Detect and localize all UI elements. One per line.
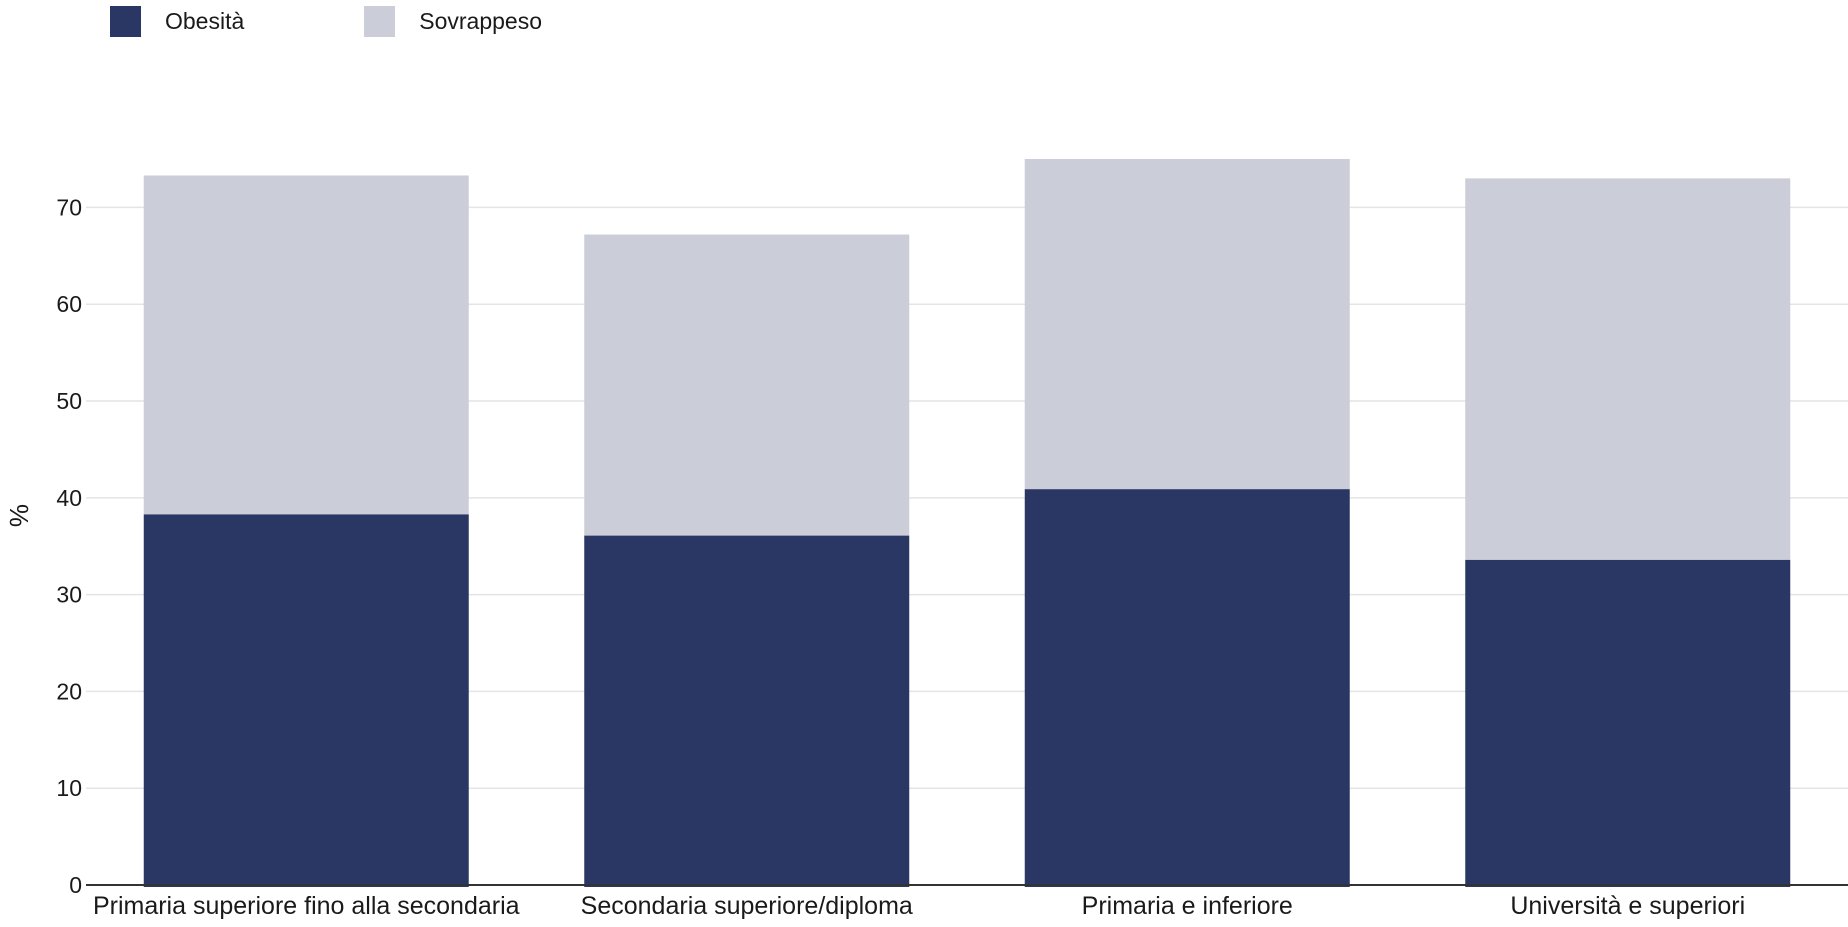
bar-sovrappeso-0[interactable] bbox=[143, 175, 469, 515]
y-axis: 0 10 20 30 40 50 60 70 bbox=[56, 194, 82, 898]
y-tick-label: 20 bbox=[56, 678, 82, 704]
y-tick-label: 0 bbox=[69, 872, 82, 898]
legend-swatch-sovrappeso bbox=[364, 6, 396, 37]
y-tick-label: 40 bbox=[56, 485, 82, 511]
y-tick-label: 10 bbox=[56, 775, 82, 801]
bar-sovrappeso-2[interactable] bbox=[1024, 159, 1350, 490]
x-category-label: Università e superiori bbox=[1510, 892, 1745, 920]
bar-obesita-3[interactable] bbox=[1465, 559, 1791, 887]
y-tick-label: 70 bbox=[56, 194, 82, 220]
x-category-label: Secondaria superiore/diploma bbox=[581, 892, 913, 920]
legend-item-obesita[interactable]: Obesità bbox=[110, 6, 244, 37]
y-tick-label: 30 bbox=[56, 582, 82, 608]
y-axis-title: % bbox=[4, 504, 34, 527]
bar-obesita-0[interactable] bbox=[143, 514, 469, 887]
legend-swatch-obesita bbox=[110, 6, 141, 37]
bar-obesita-2[interactable] bbox=[1024, 489, 1350, 887]
bar-sovrappeso-3[interactable] bbox=[1465, 178, 1791, 560]
x-category-label: Primaria superiore fino alla secondaria bbox=[93, 892, 520, 920]
legend-label-sovrappeso: Sovrappeso bbox=[419, 8, 543, 34]
y-tick-label: 60 bbox=[56, 291, 82, 317]
legend-label-obesita: Obesità bbox=[165, 8, 245, 34]
legend-item-sovrappeso[interactable]: Sovrappeso bbox=[364, 6, 542, 37]
bar-sovrappeso-1[interactable] bbox=[584, 234, 910, 536]
chart-legend: Obesità Sovrappeso bbox=[110, 6, 662, 37]
x-category-label: Primaria e inferiore bbox=[1082, 892, 1293, 920]
y-tick-label: 50 bbox=[56, 388, 82, 414]
bars bbox=[143, 159, 1791, 887]
bar-obesita-1[interactable] bbox=[584, 535, 910, 887]
x-axis: Primaria superiore fino alla secondaria S… bbox=[86, 884, 1848, 920]
